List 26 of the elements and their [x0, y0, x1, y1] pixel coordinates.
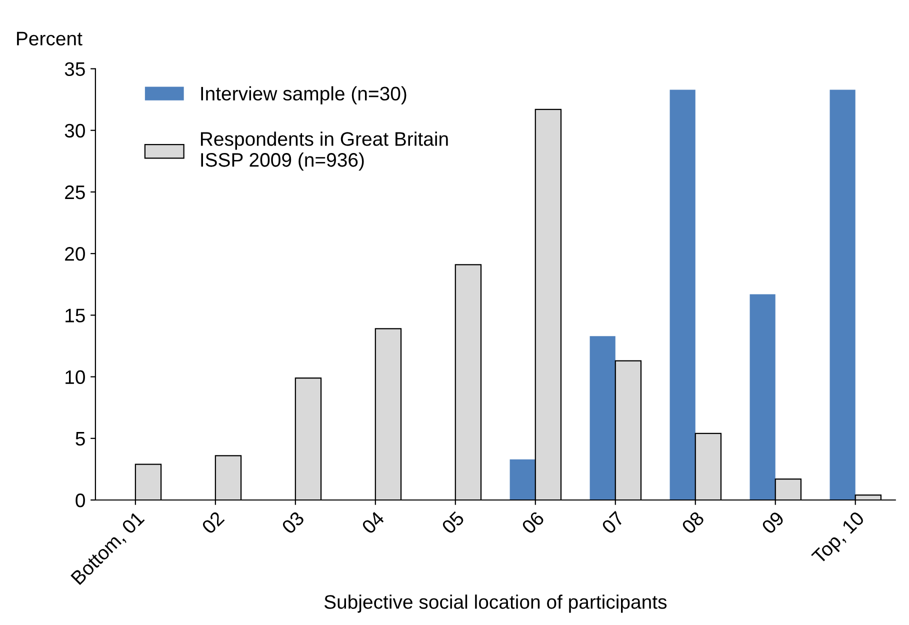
legend-label: Respondents in Great Britain ISSP 2009 (n=936) — [200, 132, 448, 171]
bar — [750, 294, 776, 500]
x-tick-label: 08 — [680, 510, 705, 535]
y-tick-label: 0 — [76, 493, 85, 508]
y-axis-title: Percent — [17, 32, 82, 46]
x-tick-label: 07 — [601, 510, 625, 535]
y-tick-label: 30 — [64, 124, 85, 138]
y-tick-label: 35 — [64, 62, 85, 76]
x-tick-label: 05 — [441, 510, 465, 535]
x-tick-label: 04 — [361, 510, 386, 535]
y-tick-label: 15 — [66, 308, 85, 322]
y-tick-label: 10 — [66, 370, 85, 384]
bar — [510, 459, 536, 500]
x-tick-label: 03 — [281, 510, 305, 535]
bar — [670, 90, 696, 500]
x-tick-label: 02 — [201, 510, 225, 535]
y-tick-label: 20 — [65, 247, 85, 261]
x-tick-label: 06 — [521, 510, 545, 535]
x-tick-label: 09 — [760, 510, 785, 535]
y-tick-label: 25 — [65, 185, 85, 200]
bar — [830, 90, 856, 500]
x-tick-label: Top, 10 — [810, 510, 868, 568]
y-tick-label: 5 — [76, 432, 85, 446]
x-axis-title: Subjective social location of participants — [324, 594, 667, 613]
legend-label: Interview sample (n=30) — [201, 86, 406, 104]
bar — [590, 336, 616, 500]
